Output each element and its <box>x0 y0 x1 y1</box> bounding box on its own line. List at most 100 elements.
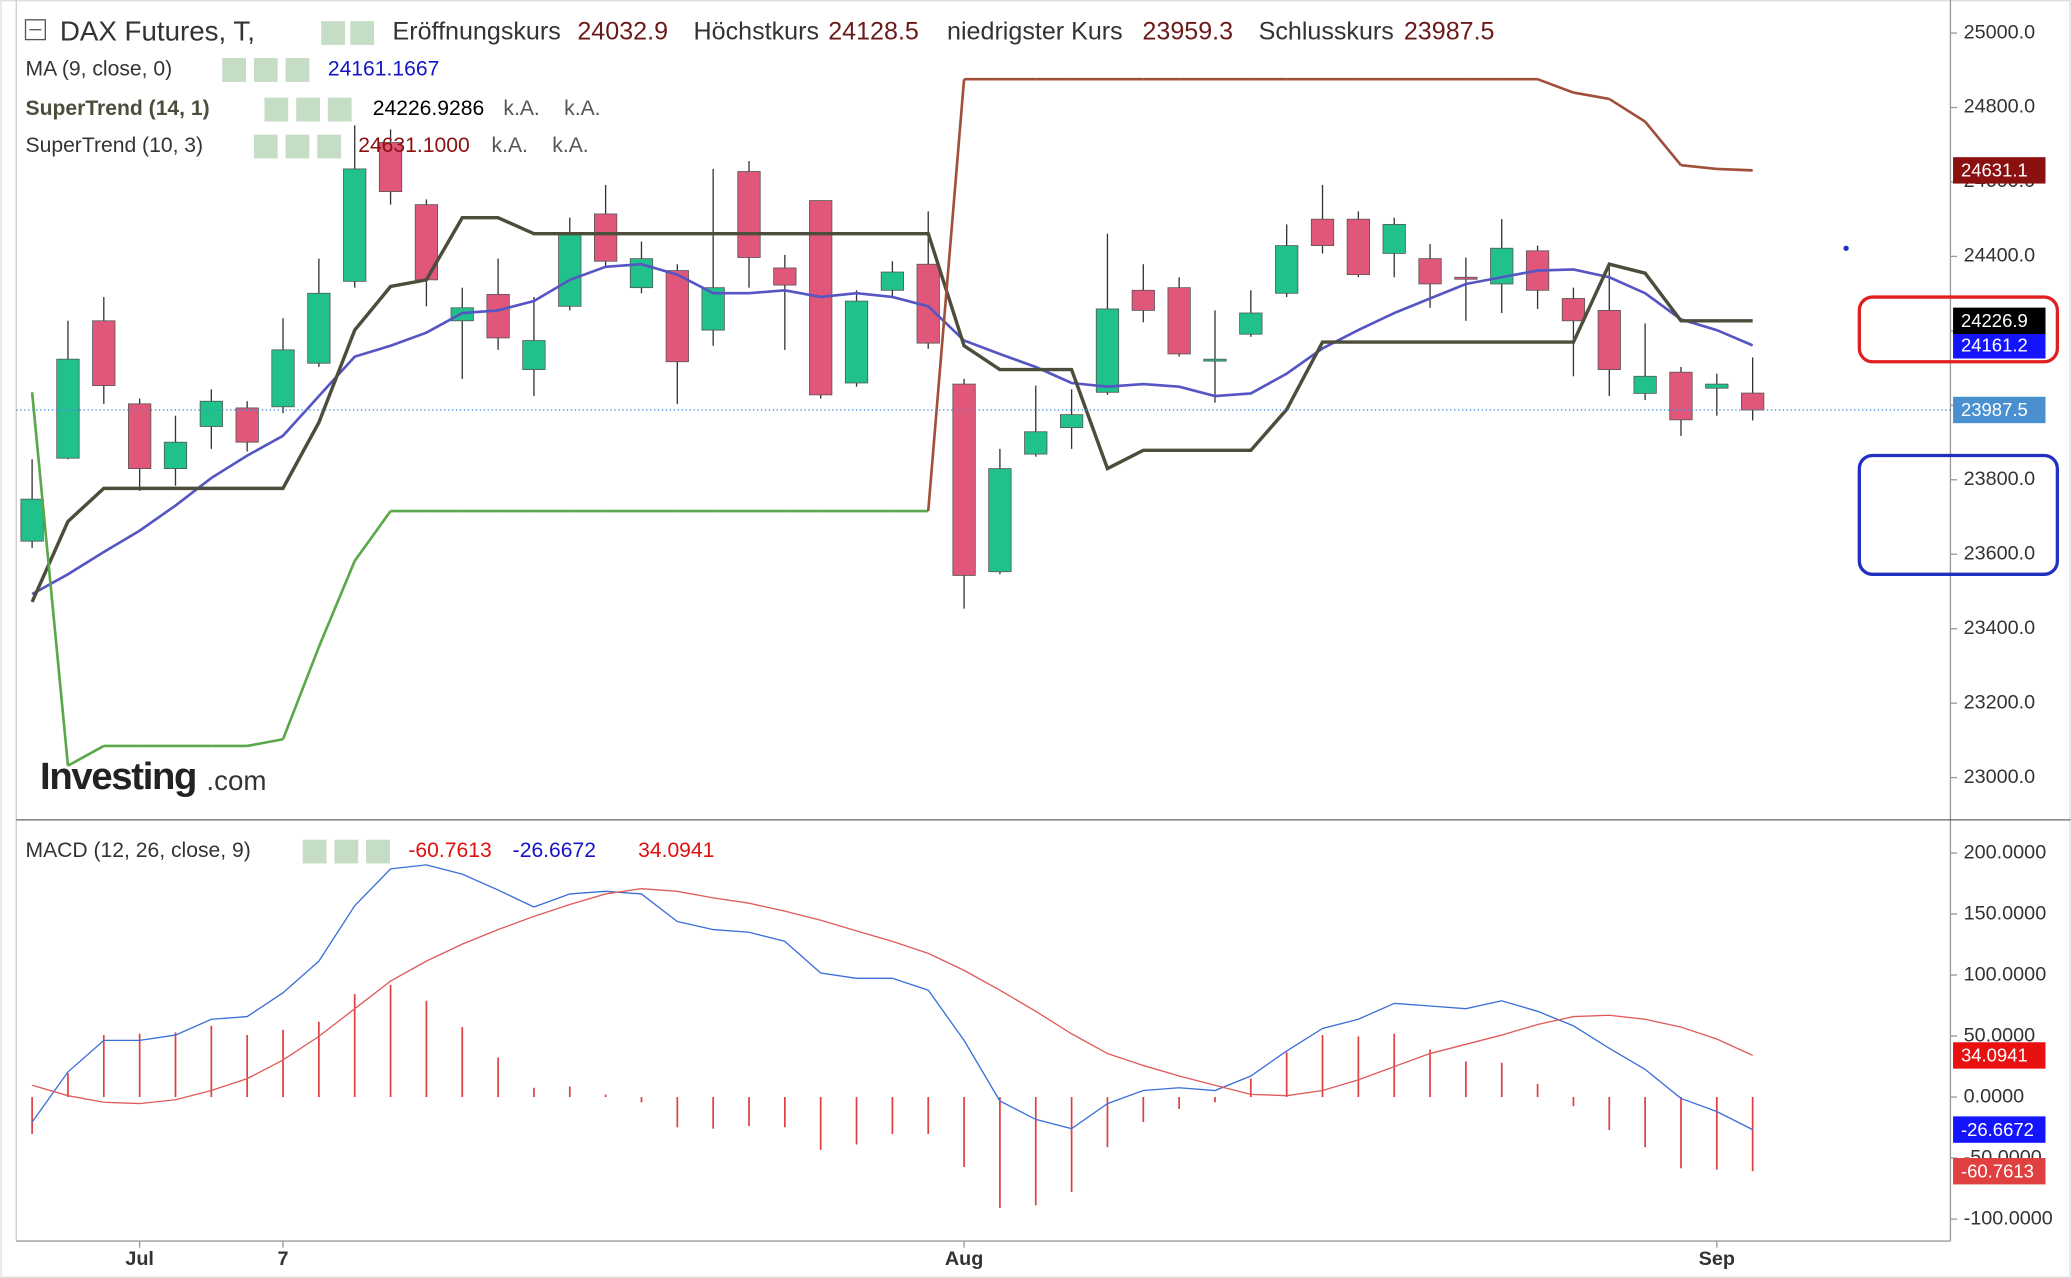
legend-name: SuperTrend (14, 1) <box>26 97 210 120</box>
supertrend-segment <box>1537 77 1574 94</box>
candle-body <box>92 320 116 386</box>
y-tick-label: 25000.0 <box>1964 21 2036 43</box>
legend-value: 24226.9286 <box>373 97 485 120</box>
candle-body <box>1346 218 1370 276</box>
candle-body <box>271 349 295 408</box>
legend-icons <box>222 21 390 864</box>
candle-body <box>486 293 510 339</box>
icon[interactable] <box>222 58 246 82</box>
y-tick-label: 100.0000 <box>1964 963 2047 985</box>
ohlc-value: 23959.3 <box>1142 18 1233 46</box>
supertrend-segment <box>246 737 284 748</box>
supertrend-segment <box>1680 163 1717 171</box>
candle-body <box>665 270 689 363</box>
candle-body <box>1310 218 1335 247</box>
supertrend-segment <box>1716 167 1753 172</box>
icon[interactable] <box>366 839 390 864</box>
candle-body <box>594 213 618 262</box>
candle-body <box>558 233 582 307</box>
ohlc-label: Schlusskurs <box>1259 18 1394 46</box>
x-tick-label: 7 <box>278 1248 289 1270</box>
icon[interactable] <box>253 134 278 159</box>
supertrend-segment <box>30 392 70 766</box>
y-tick-label: 24800.0 <box>1964 96 2036 118</box>
candle-body <box>1059 414 1084 429</box>
highlight-red <box>1857 295 2060 364</box>
ohlc-label: Höchstkurs <box>694 18 819 46</box>
candle-body <box>378 142 403 193</box>
candle-body <box>1454 276 1478 280</box>
candle-body <box>701 287 725 331</box>
candle-body <box>1203 358 1227 362</box>
price-tag <box>1953 157 2046 184</box>
supertrend-segment <box>1608 97 1646 123</box>
icon[interactable] <box>327 97 352 122</box>
candle-body <box>1131 289 1155 311</box>
legend-value: -26.6672 <box>513 839 596 862</box>
dot <box>1843 245 1849 251</box>
highlight-blue <box>1857 453 2060 576</box>
price-tag-label: 34.0941 <box>1961 1045 2028 1066</box>
candle-body <box>56 358 80 459</box>
price-tag <box>1953 1157 2046 1185</box>
supertrend-segment <box>281 646 321 740</box>
x-tick-label: Sep <box>1699 1248 1735 1270</box>
icon[interactable] <box>334 839 359 864</box>
icon[interactable] <box>321 21 346 45</box>
icon[interactable] <box>285 58 310 82</box>
candle-body <box>163 441 188 470</box>
icon[interactable] <box>264 97 289 122</box>
y-tick-label: 23000.0 <box>1964 766 2036 788</box>
icon[interactable] <box>296 97 320 122</box>
price-tag <box>1953 1042 2046 1069</box>
icon[interactable] <box>350 21 375 45</box>
supertrend-segment <box>1644 120 1682 167</box>
candle-body <box>1633 375 1657 394</box>
marks: 23000.023200.023400.023600.023800.024000… <box>16 21 2053 1270</box>
price-tag <box>1953 332 2046 359</box>
supertrend-segment <box>353 510 392 562</box>
ohlc-value: 24128.5 <box>828 18 919 46</box>
candle-body <box>1669 371 1693 421</box>
legend-value: 34.0941 <box>638 839 714 862</box>
candle-body <box>1705 383 1729 389</box>
candle-body <box>773 267 797 286</box>
ohlc-label: Eröffnungskurs <box>393 18 561 46</box>
macd-line <box>31 864 1753 1131</box>
watermark: .com <box>206 765 266 796</box>
legend-extra: k.A. <box>503 97 539 120</box>
y-tick-label: 50.0000 <box>1964 1024 2036 1046</box>
indicator-line <box>31 262 1754 596</box>
candle-body <box>1418 258 1442 285</box>
icon[interactable] <box>253 58 278 82</box>
macd-line <box>31 887 1753 1105</box>
legend-value: 24161.1667 <box>328 58 440 81</box>
ohlc-legend: Eröffnungskurs 24032.9 Höchstkurs 24128.… <box>393 18 1495 46</box>
candle-body <box>844 300 869 384</box>
icon[interactable] <box>317 134 342 159</box>
candle-body <box>1239 312 1263 335</box>
icon[interactable] <box>285 134 310 159</box>
candle-body <box>522 340 546 370</box>
candle-body <box>199 400 223 427</box>
price-tag-label: 24226.9 <box>1961 310 2028 331</box>
y-tick-label: 150.0000 <box>1964 902 2047 924</box>
chart-title: DAX Futures, T, <box>60 15 255 46</box>
price-tag-label: 24161.2 <box>1961 335 2028 356</box>
candle-body <box>1741 392 1765 411</box>
candle-body <box>1561 298 1586 322</box>
legend-name: SuperTrend (10, 3) <box>26 134 204 157</box>
icon[interactable] <box>302 839 327 864</box>
ohlc-value: 24032.9 <box>577 18 668 46</box>
y-tick-label: 23600.0 <box>1964 542 2036 564</box>
supertrend-segment <box>67 744 105 767</box>
price-tag <box>1953 1116 2046 1143</box>
y-tick-label: -100.0000 <box>1964 1207 2053 1229</box>
price-tag-label: -60.7613 <box>1961 1160 2034 1181</box>
supertrend-segment <box>926 79 966 512</box>
collapse-icon[interactable] <box>24 19 46 41</box>
candle-body <box>1024 431 1048 455</box>
candle-body <box>343 168 367 282</box>
